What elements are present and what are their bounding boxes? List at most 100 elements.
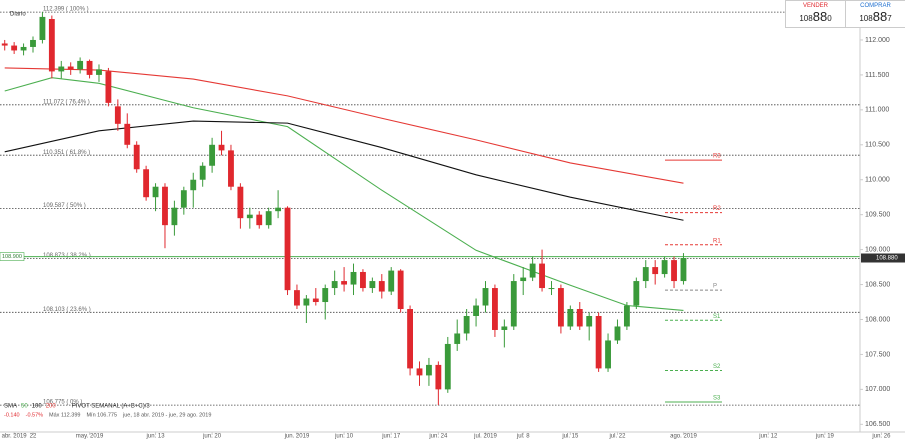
candle-body <box>1 43 8 46</box>
candle-body <box>77 60 84 70</box>
last-price-label: 108.880 <box>876 256 898 262</box>
x-tick-label: abr. 2019 <box>2 434 28 440</box>
y-tick-label: 109.500 <box>865 212 890 219</box>
x-tick-label: jul. 8 <box>516 434 530 440</box>
stat-min: Mín 106.775 <box>86 412 117 418</box>
candle-body <box>180 190 187 208</box>
legend: SMA 50 100 200 PIVOT SEMANAL (A+B+C)/3 -0.140… <box>4 404 211 419</box>
alert-label-box <box>0 252 25 261</box>
candle-body <box>237 186 244 219</box>
candle-body <box>58 66 65 72</box>
candle-body <box>228 150 234 187</box>
pivot-label: S1 <box>713 314 721 320</box>
candle-body <box>416 368 423 376</box>
y-tick-label: 108.500 <box>865 281 890 288</box>
y-tick-label: 109.000 <box>865 246 890 253</box>
candle-body <box>586 315 593 327</box>
pivot-label: S3 <box>713 396 721 402</box>
moving-average <box>4 120 684 221</box>
candle-body <box>30 39 36 47</box>
candle-body <box>114 106 121 124</box>
buy-label: COMPRAR <box>860 3 891 9</box>
candle-body <box>463 315 470 334</box>
fib-label: 109.587 ( 50% ) <box>43 203 86 209</box>
y-tick-label: 108.000 <box>865 316 890 323</box>
y-tick-label: 107.500 <box>865 351 890 358</box>
candle-body <box>246 214 253 219</box>
candle-body <box>96 69 102 75</box>
y-tick-label: 111.500 <box>865 72 889 79</box>
candle-body <box>331 281 338 289</box>
x-tick-label: jun. 19 <box>815 434 835 440</box>
pivot-name: PIVOT SEMANAL (A+B+C)/3 <box>72 404 151 410</box>
x-tick-label: ago. 2019 <box>670 434 697 440</box>
candle-body <box>275 207 282 212</box>
candle-body <box>265 211 272 226</box>
fib-label: 108.103 ( 23.6% ) <box>43 307 91 313</box>
stat-change-pct: -0.57% <box>26 412 44 418</box>
x-tick-label: jun. 24 <box>428 434 448 440</box>
candle-body <box>510 281 517 327</box>
candle-body <box>473 305 479 316</box>
x-tick-label: 22 <box>30 434 37 440</box>
x-tick-label: jun. 12 <box>758 434 778 440</box>
candle-body <box>39 16 46 40</box>
candle-body <box>143 169 150 198</box>
candle-body <box>671 260 677 282</box>
candle-body <box>567 309 574 327</box>
candle-body <box>605 340 611 369</box>
x-tick-label: jul. 22 <box>608 434 626 440</box>
candle-body <box>680 257 687 282</box>
candle-body <box>614 326 621 341</box>
x-tick-label: jun. 13 <box>146 434 166 440</box>
y-tick-label: 112.000 <box>865 37 890 44</box>
moving-average <box>4 77 684 311</box>
buy-button[interactable]: COMPRAR 108887 <box>845 1 905 27</box>
y-tick-label: 110.500 <box>865 142 890 149</box>
stat-range: jue, 18 abr. 2019 - jue, 29 ago. 2019 <box>122 412 211 418</box>
x-tick-label: jul. 15 <box>561 434 579 440</box>
timeframe: Diario <box>10 12 26 18</box>
candle-body <box>435 364 442 390</box>
candle-body <box>322 288 329 303</box>
candle-body <box>67 66 74 70</box>
fib-label: 111.072 ( 76.4% ) <box>43 99 90 105</box>
pivot-label: P <box>713 284 717 290</box>
plot-area: 112.399 ( 100% ) 111.072 ( 76.4% ) 110.351… <box>0 7 860 406</box>
candle-body <box>407 309 414 369</box>
x-tick-label: jun. 17 <box>381 434 401 440</box>
candle-body <box>520 277 527 282</box>
candle-body <box>426 364 432 376</box>
candle-body <box>256 214 263 226</box>
candle-body <box>284 207 291 291</box>
fib-label: 112.399 ( 100% ) <box>43 7 89 13</box>
candle-body <box>388 270 395 292</box>
candle-body <box>341 281 348 285</box>
buy-frac: 7 <box>887 14 892 23</box>
candle-body <box>482 288 489 306</box>
quote-widget: VENDER 108880 COMPRAR 108887 <box>785 0 905 28</box>
candle-body <box>162 186 168 226</box>
candle-body <box>501 326 508 330</box>
candle-body <box>661 260 668 275</box>
x-tick-label: jun. 20 <box>202 434 222 440</box>
candle-body <box>218 144 225 151</box>
candle-body <box>294 290 300 306</box>
pivot-label: R2 <box>713 206 721 212</box>
sell-button[interactable]: VENDER 108880 <box>786 1 845 27</box>
sell-label: VENDER <box>802 3 828 9</box>
candle-body <box>20 46 27 51</box>
candle-body <box>209 144 216 166</box>
candle-body <box>369 281 376 289</box>
y-tick-label: 106.500 <box>865 421 890 428</box>
fib-label: 108.873 ( 38.2% ) <box>43 253 91 259</box>
candle-body <box>491 288 498 330</box>
candle-body <box>303 298 310 306</box>
buy-big: 108 <box>859 14 873 23</box>
pivot-label: S2 <box>713 364 721 370</box>
x-tick-label: jul. 2019 <box>473 434 497 440</box>
candle-body <box>444 343 451 390</box>
legend-entry: 100 <box>32 404 43 410</box>
